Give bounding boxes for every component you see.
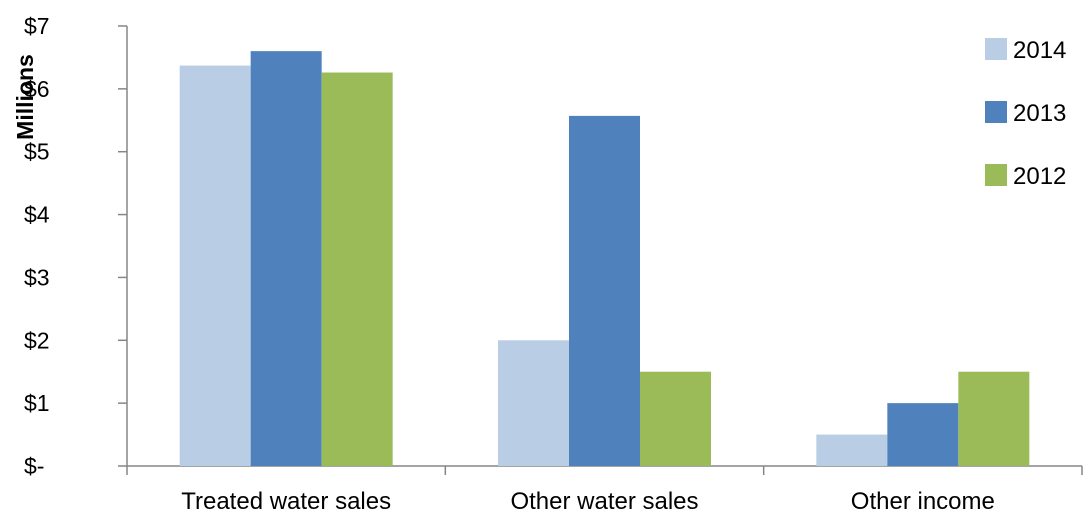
bar-2012-3 — [958, 371, 1030, 466]
legend-label: 2013 — [1013, 100, 1066, 127]
y-axis: $- $1 $2 $3 $4 $5 $6 $7 — [24, 13, 128, 479]
y-tick-label: $3 — [24, 264, 50, 290]
category-labels: Treated water sales Other water sales Othe… — [181, 488, 995, 515]
y-tick-label: $1 — [24, 390, 50, 416]
legend-swatch-2013 — [985, 101, 1007, 123]
y-tick-label: $5 — [24, 139, 50, 165]
bar-2012-1 — [321, 72, 393, 466]
y-axis-title-group: Millions — [12, 54, 38, 140]
legend-label: 2014 — [1013, 37, 1066, 64]
y-tick-label: $4 — [24, 202, 50, 228]
bar-2013-3 — [887, 403, 959, 466]
x-category-label: Other water sales — [510, 488, 698, 515]
bar-2013-1 — [250, 51, 322, 467]
bar-2014-3 — [816, 434, 888, 466]
x-category-label: Other income — [851, 488, 995, 515]
bar-2013-2 — [569, 115, 640, 466]
x-axis — [126, 465, 1083, 475]
y-tick-label: $7 — [24, 13, 50, 39]
bar-2014-1 — [179, 65, 251, 466]
legend-label: 2012 — [1013, 163, 1066, 190]
legend-swatch-2014 — [985, 38, 1007, 60]
bar-2012-2 — [640, 371, 711, 466]
bar-2014-2 — [498, 340, 569, 466]
y-tick-label: $2 — [24, 327, 50, 353]
legend-swatch-2012 — [985, 164, 1007, 186]
y-axis-title: Millions — [12, 54, 38, 140]
x-category-label: Treated water sales — [181, 488, 391, 515]
legend: 2014 2013 2012 — [985, 37, 1066, 190]
y-tick-label: $6 — [24, 76, 50, 102]
bars-group — [179, 51, 1030, 467]
y-tick-label: $- — [24, 453, 44, 479]
